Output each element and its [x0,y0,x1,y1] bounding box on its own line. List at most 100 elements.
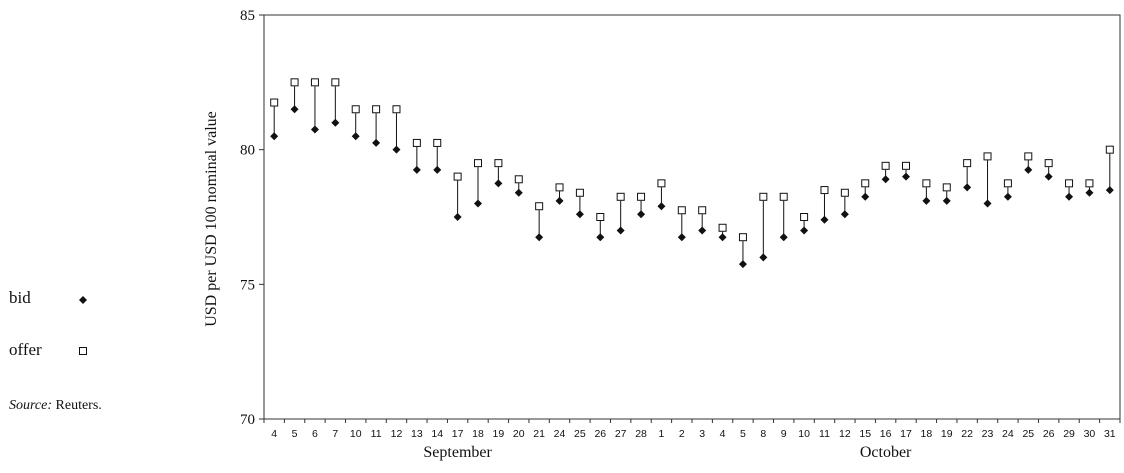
y-tick-label: 80 [240,143,255,159]
x-tick-label: 17 [452,428,464,440]
bid-point [351,132,360,141]
offer-point [840,188,849,197]
offer-point [637,192,646,201]
bid-point [494,179,503,188]
offer-point [779,192,788,201]
bid-point [718,233,727,242]
y-tick-label: 85 [240,8,255,24]
offer-point [616,192,625,201]
bid-point [637,210,646,219]
offer-point [453,172,462,181]
source-text: Reuters. [52,398,102,413]
bid-point [372,138,381,147]
x-tick-label: 23 [982,428,994,440]
x-tick-label: 22 [961,428,973,440]
legend-item-bid: bid [9,288,31,308]
offer-point [331,78,340,87]
bid-point [698,226,707,235]
offer-point [514,175,523,184]
bid-point [270,132,279,141]
x-tick-label: 13 [411,428,423,440]
offer-point [270,98,279,107]
bid-point [800,226,809,235]
x-tick-label: 17 [900,428,912,440]
bid-point [1105,186,1114,195]
offer-point [983,152,992,161]
offer-point [1044,159,1053,168]
x-tick-label: 27 [615,428,627,440]
offer-point [922,179,931,188]
bid-point [575,210,584,219]
source-note: Source: Reuters. [9,398,102,414]
x-tick-label: 12 [391,428,403,440]
x-tick-label: 11 [819,428,830,440]
bid-point [738,260,747,269]
legend-label-offer: offer [9,340,42,359]
x-tick-label: 14 [431,428,443,440]
bid-point [1065,192,1074,201]
x-tick-label: 24 [554,428,566,440]
x-tick-label: 15 [859,428,871,440]
x-tick-label: 31 [1104,428,1116,440]
x-tick-label: 20 [513,428,525,440]
legend-label-bid: bid [9,288,31,307]
bid-point [331,118,340,127]
offer-point [1003,179,1012,188]
bid-point [922,196,931,205]
x-tick-label: 8 [760,428,766,440]
offer-point [902,161,910,170]
bid-point [983,199,992,208]
x-tick-label: 1 [659,428,665,440]
offer-point [738,233,747,242]
bid-point [657,202,666,211]
x-tick-label: 5 [740,428,746,440]
x-tick-label: 12 [839,428,851,440]
bid-point [290,105,299,114]
bid-point [1085,188,1094,197]
offer-point [800,213,809,221]
bid-point [820,215,829,224]
offer-point [412,138,421,147]
x-tick-label: 5 [292,428,298,440]
legend-marker-offer [79,347,87,355]
x-tick-label: 2 [679,428,685,440]
x-tick-label: 24 [1002,428,1014,440]
x-tick-label: 19 [493,428,505,440]
x-tick-label: 16 [880,428,892,440]
x-tick-label: 4 [720,428,726,440]
offer-point [1065,179,1074,188]
offer-point [433,138,442,147]
bid-point [759,253,768,262]
offer-point [1024,152,1033,161]
bid-point [616,226,625,235]
x-tick-label: 11 [371,428,382,440]
offer-point [1105,145,1114,154]
x-tick-label: 18 [472,428,484,440]
offer-point [1085,179,1094,188]
bid-point [1003,192,1012,201]
offer-point [351,105,360,114]
source-prefix: Source: [9,398,53,413]
offer-point [290,78,299,87]
offer-point [494,159,503,168]
offer-point [596,213,605,221]
month-label: October [860,444,912,461]
offer-point [474,159,482,168]
bid-point [412,165,421,174]
bid-point [779,233,788,242]
x-tick-label: 28 [635,428,647,440]
x-tick-label: 30 [1084,428,1096,440]
plot-area-border [263,14,1121,420]
offer-point [677,206,686,215]
offer-point [963,159,972,168]
legend-item-offer: offer [9,340,42,360]
offer-point [555,183,564,192]
offer-point [759,192,768,201]
bid-point [596,233,605,242]
y-tick-label: 70 [240,412,255,428]
offer-point [535,202,544,211]
bid-point [1024,165,1033,174]
x-tick-label: 25 [1022,428,1034,440]
x-tick-label: 26 [594,428,606,440]
